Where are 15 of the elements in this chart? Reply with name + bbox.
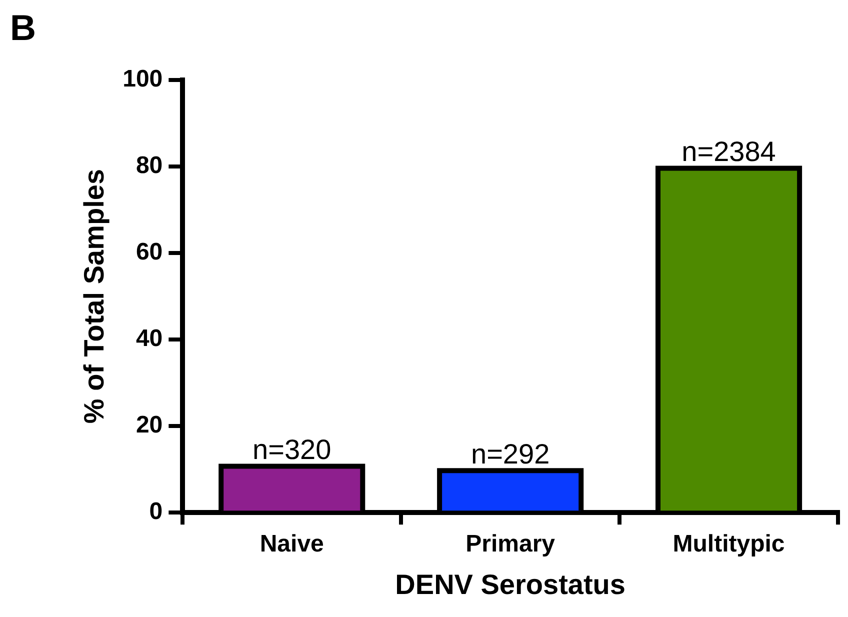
y-tick-label: 0 <box>149 498 163 526</box>
x-axis-title: DENV Serostatus <box>395 568 626 600</box>
y-tick-label: 100 <box>122 66 163 93</box>
annotation: n=320 <box>252 434 332 466</box>
y-tick-label: 40 <box>136 325 163 352</box>
y-axis-title: % of Total Samples <box>78 168 110 424</box>
y-tick-label: 20 <box>136 412 163 439</box>
x-tick-label: Primary <box>466 530 556 558</box>
x-tick-label: Multitypic <box>672 530 785 558</box>
annotation: n=2384 <box>682 136 776 167</box>
text: B <box>10 6 36 48</box>
y-tick-label: 60 <box>136 238 163 266</box>
y-tick-label: 80 <box>136 152 163 180</box>
x-tick-label: Naive <box>260 530 324 558</box>
annotation: n=292 <box>471 438 550 470</box>
